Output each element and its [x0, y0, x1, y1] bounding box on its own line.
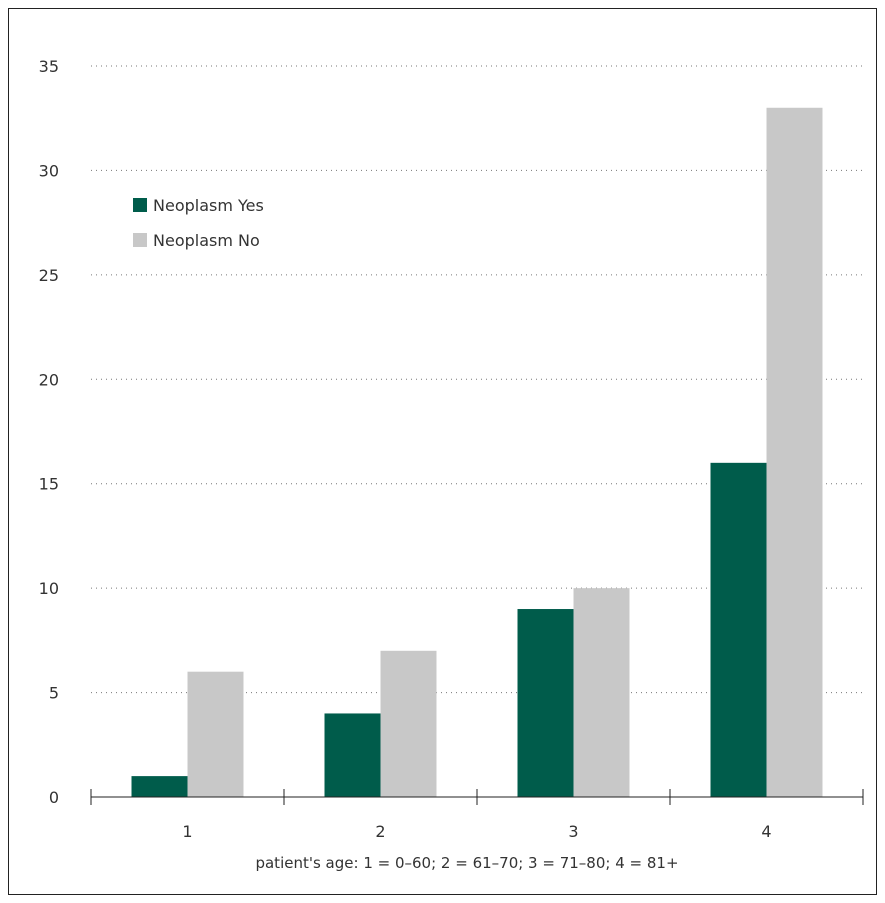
y-tick-label: 25 [39, 266, 59, 285]
bar-neoplasm-no-4 [766, 107, 823, 798]
x-tick-label: 2 [375, 822, 385, 841]
y-tick-label: 10 [39, 579, 59, 598]
bar-neoplasm-yes-2 [324, 713, 381, 797]
y-axis-ticks: 0 5 10 15 20 25 30 35 [39, 57, 59, 807]
bar-neoplasm-yes-3 [517, 609, 574, 797]
bars [131, 107, 823, 798]
bar-neoplasm-yes-1 [131, 776, 188, 797]
y-tick-label: 20 [39, 370, 59, 389]
legend-swatch-neoplasm-no [133, 233, 147, 247]
y-tick-label: 35 [39, 57, 59, 76]
legend-label-neoplasm-no: Neoplasm No [153, 231, 260, 250]
bar-neoplasm-no-1 [187, 671, 244, 797]
y-tick-label: 0 [49, 788, 59, 807]
legend-label-neoplasm-yes: Neoplasm Yes [153, 196, 264, 215]
x-tick-label: 1 [182, 822, 192, 841]
x-tick-label: 3 [568, 822, 578, 841]
bar-neoplasm-no-2 [380, 650, 437, 797]
y-tick-label: 5 [49, 684, 59, 703]
legend: Neoplasm Yes Neoplasm No [133, 196, 264, 250]
bar-neoplasm-no-3 [573, 588, 630, 797]
y-tick-label: 15 [39, 475, 59, 494]
x-axis: 1 2 3 4 [90, 789, 864, 841]
y-tick-label: 30 [39, 161, 59, 180]
legend-swatch-neoplasm-yes [133, 198, 147, 212]
x-axis-label: patient's age: 1 = 0–60; 2 = 61–70; 3 = … [255, 854, 678, 872]
gridlines [91, 65, 863, 694]
bar-neoplasm-yes-4 [710, 462, 767, 797]
x-tick-label: 4 [761, 822, 771, 841]
